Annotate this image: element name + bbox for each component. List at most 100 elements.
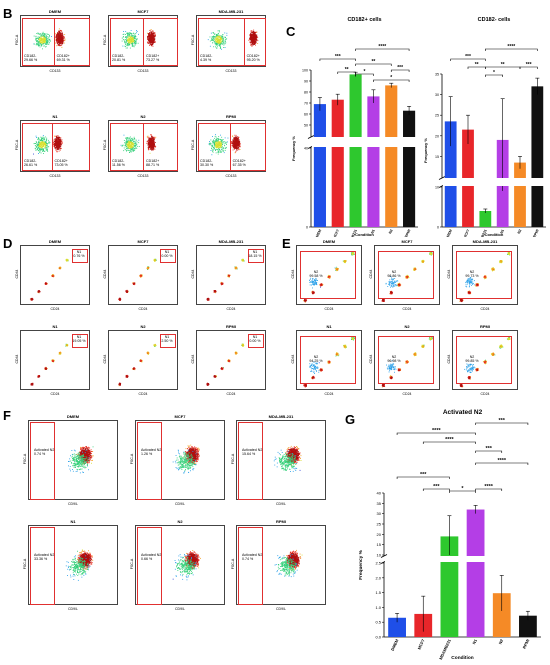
event-dot (149, 36, 151, 38)
event-dot (64, 40, 66, 41)
event-dot (136, 32, 137, 34)
event-dot (219, 37, 221, 39)
event-dot (216, 137, 218, 139)
event-dot (35, 145, 37, 147)
event-dot (126, 142, 128, 144)
event-dot (252, 35, 254, 36)
event-dot (38, 40, 40, 42)
event-dot (40, 146, 42, 148)
event-dot (131, 39, 133, 40)
flow-x-axis-label: CD133 (225, 174, 237, 178)
event-dot (149, 39, 151, 41)
event-dot (133, 35, 134, 37)
event-dot (253, 32, 255, 33)
event-dot (42, 150, 43, 152)
event-dot (250, 32, 252, 34)
event-dot (60, 38, 61, 39)
event-dot (231, 141, 233, 142)
event-dot (216, 35, 217, 37)
event-dot (59, 140, 61, 142)
event-dot (132, 145, 134, 147)
event-dot (42, 40, 44, 42)
event-dot (148, 143, 150, 144)
event-dot (151, 31, 153, 33)
event-dot (135, 40, 136, 42)
event-dot (136, 30, 137, 31)
event-dot (60, 148, 62, 150)
event-dot (216, 46, 218, 48)
event-dot (131, 38, 133, 40)
event-dot (215, 38, 217, 39)
event-dot (128, 146, 130, 148)
event-dot (236, 136, 238, 138)
event-dot (47, 42, 49, 44)
event-dot (236, 148, 238, 149)
event-dot (214, 290, 216, 292)
event-dot (132, 41, 133, 43)
flow-x-axis-label: CD24 (138, 307, 148, 311)
event-dot (239, 141, 241, 142)
event-dot (235, 151, 237, 153)
event-dot (152, 149, 154, 151)
event-dot (149, 143, 150, 145)
event-dot (124, 37, 126, 38)
event-dot (131, 36, 133, 38)
event-dot (148, 142, 150, 143)
event-dot (217, 145, 218, 147)
event-dot (41, 44, 43, 46)
event-dot (128, 40, 129, 42)
event-dot (151, 33, 152, 35)
event-dot (222, 36, 223, 37)
event-dot (125, 31, 127, 32)
event-dot (126, 47, 128, 49)
event-dot (251, 41, 253, 42)
event-dot (252, 32, 254, 34)
event-dot (216, 140, 218, 142)
event-dot (220, 143, 221, 145)
event-dot (237, 147, 239, 149)
event-dot (55, 141, 57, 142)
event-dot (67, 259, 69, 261)
event-dot (127, 146, 129, 148)
event-dot (41, 146, 43, 148)
event-dot (56, 35, 57, 37)
event-dot (131, 143, 133, 145)
event-dot (152, 145, 154, 147)
event-dot (50, 40, 51, 42)
event-dot (146, 140, 148, 142)
event-dot (40, 34, 42, 36)
event-dot (150, 42, 151, 43)
event-dot (38, 43, 40, 45)
event-dot (133, 32, 134, 34)
event-dot (66, 260, 68, 262)
event-dot (214, 37, 216, 39)
event-dot (61, 143, 63, 144)
event-dot (220, 43, 222, 45)
event-dot (149, 145, 151, 146)
event-dot (212, 140, 214, 142)
event-dot (48, 39, 50, 41)
event-dot (56, 135, 58, 137)
event-dot (147, 147, 149, 149)
event-dot (40, 41, 42, 42)
event-dot (153, 41, 155, 43)
event-dot (123, 134, 125, 136)
event-dot (38, 290, 40, 292)
event-dot (153, 35, 154, 36)
event-dot (43, 35, 45, 36)
event-dot (207, 298, 209, 300)
event-dot (218, 141, 219, 143)
event-dot (46, 43, 48, 44)
event-dot (59, 42, 61, 43)
event-dot (56, 138, 57, 140)
event-dot (130, 145, 132, 147)
flow-plot-title: DMEM (48, 9, 62, 14)
event-dot (222, 139, 224, 140)
event-dot (61, 32, 63, 34)
event-dot (130, 41, 132, 43)
event-dot (128, 44, 130, 46)
event-dot (56, 137, 58, 139)
event-dot (225, 147, 227, 149)
event-dot (150, 38, 152, 40)
event-dot (147, 37, 148, 39)
